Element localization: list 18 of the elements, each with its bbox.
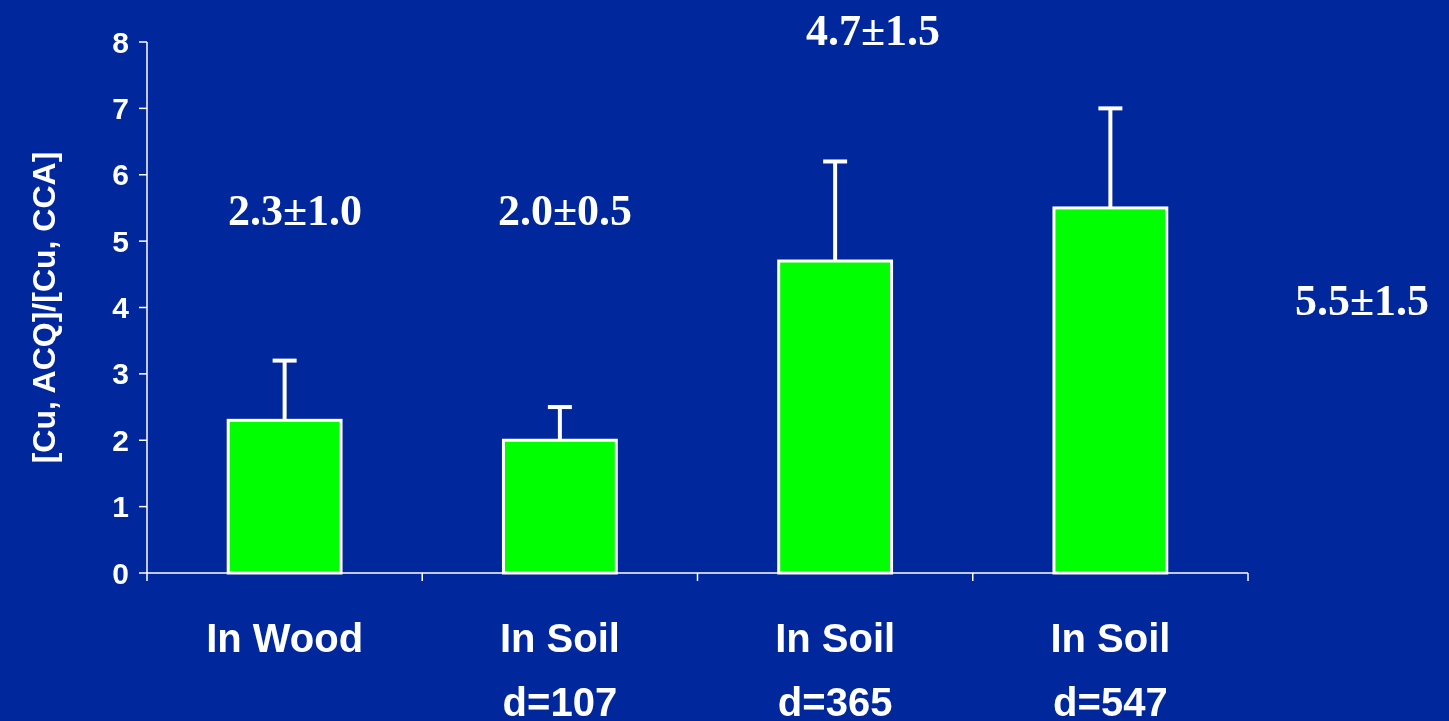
y-tick-label: 8 xyxy=(112,25,129,59)
x-tick-label: In Wood xyxy=(206,616,364,660)
x-tick-label: In Soil d=365 xyxy=(775,616,896,721)
x-tick-label: In Soil d=107 xyxy=(499,616,620,721)
y-tick-label: 1 xyxy=(112,490,129,524)
annotation: 4.7±1.5 xyxy=(805,6,941,55)
x-tick-label: In Soil d=547 xyxy=(1050,616,1171,721)
annotation: 2.0±0.5 xyxy=(497,186,633,235)
y-tick-label: 2 xyxy=(112,423,129,457)
y-tick-label: 4 xyxy=(112,291,130,324)
annotation: 2.3±1.0 xyxy=(227,186,363,235)
y-axis-title: [Cu, ACQ]/[Cu, CCA] xyxy=(26,151,62,464)
y-tick-label: 6 xyxy=(112,158,129,192)
y-tick-label: 0 xyxy=(112,556,129,590)
y-tick-label: 3 xyxy=(112,357,129,391)
y-tick-label: 5 xyxy=(112,224,129,258)
text: 5.5±1.5 xyxy=(1294,276,1430,325)
y-tick-label: 7 xyxy=(112,91,129,125)
